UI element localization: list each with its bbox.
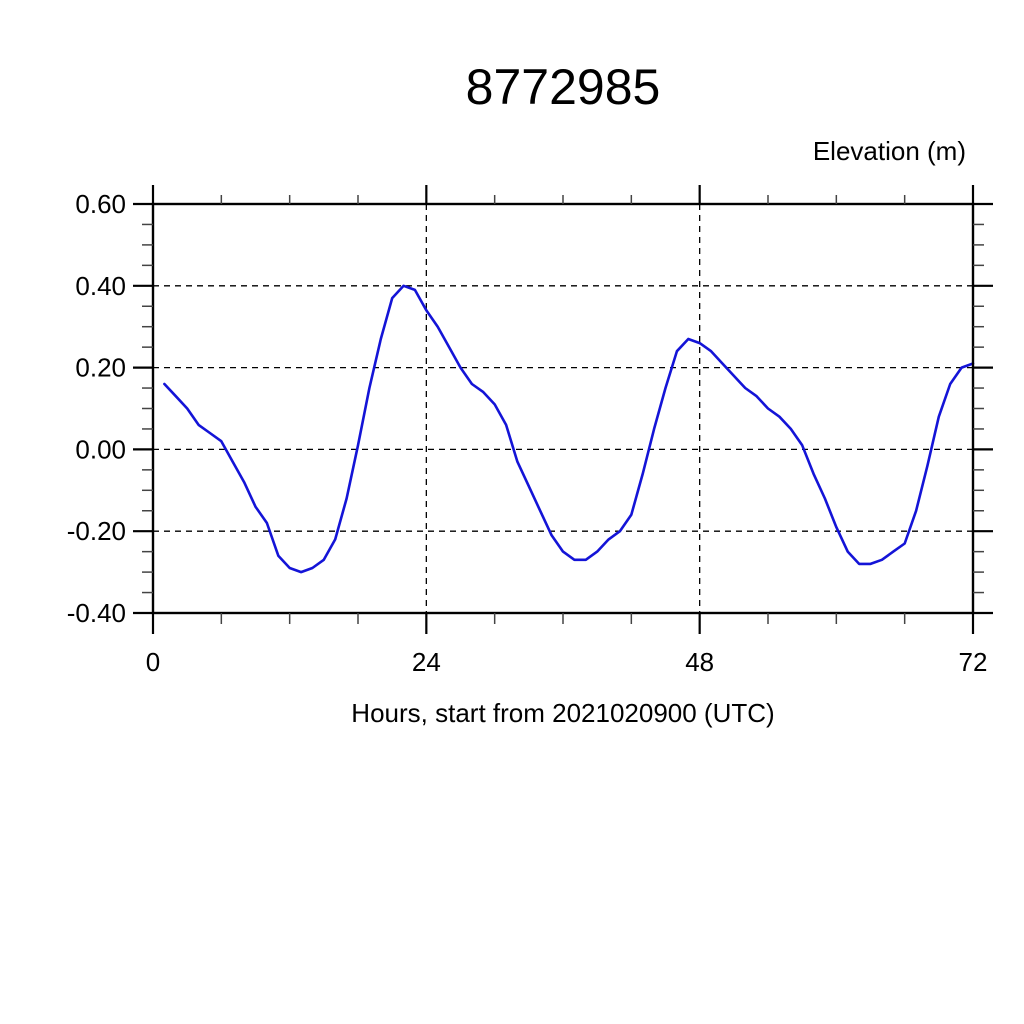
tide-elevation-curve xyxy=(163,284,975,574)
x-tick-label: 24 xyxy=(412,647,441,677)
y-tick-label: -0.20 xyxy=(67,516,126,546)
x-tick-label: 0 xyxy=(146,647,160,677)
x-axis-label: Hours, start from 2021020900 (UTC) xyxy=(351,698,775,728)
x-tick-label: 48 xyxy=(685,647,714,677)
y-tick-label: 0.00 xyxy=(75,434,126,464)
chart-title: 8772985 xyxy=(465,59,661,115)
y-tick-label: 0.60 xyxy=(75,189,126,219)
y-tick-label: 0.40 xyxy=(75,271,126,301)
x-tick-label: 72 xyxy=(959,647,988,677)
y-tick-label: -0.40 xyxy=(67,598,126,628)
y-axis-label: Elevation (m) xyxy=(812,136,966,166)
y-tick-label: 0.20 xyxy=(75,353,126,383)
